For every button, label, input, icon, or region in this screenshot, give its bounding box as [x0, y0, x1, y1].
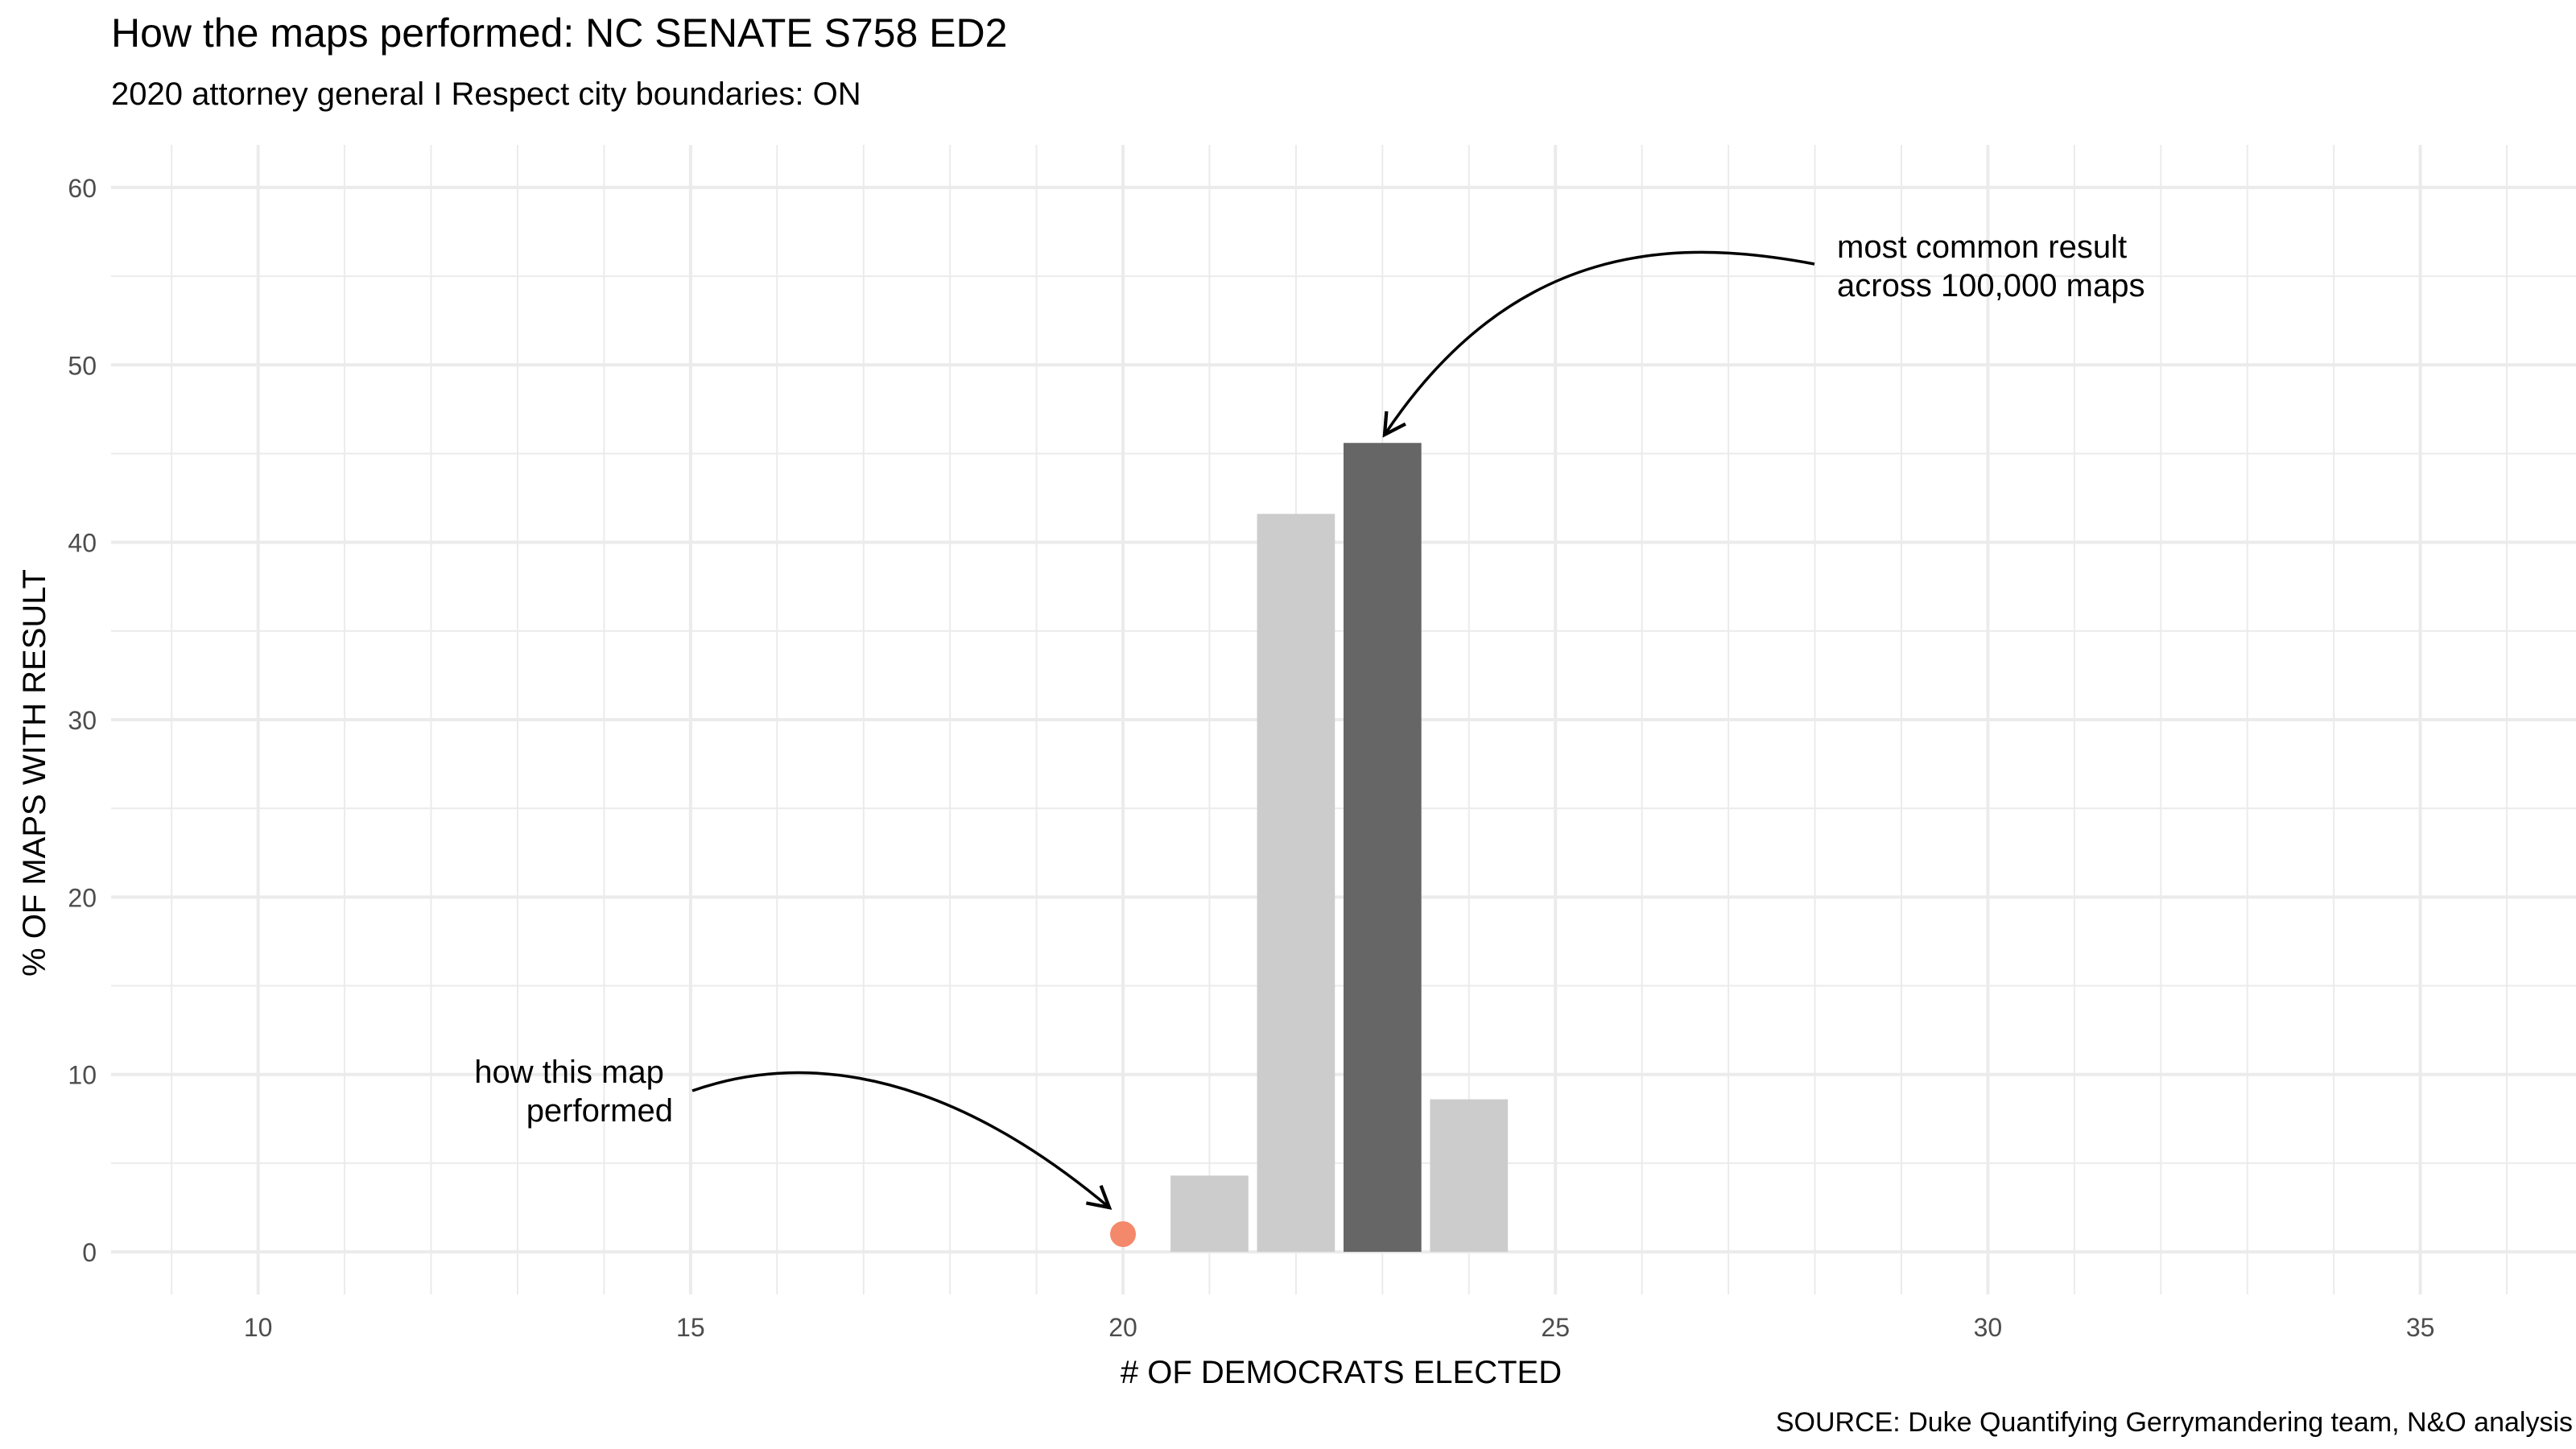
- y-tick-label: 30: [68, 706, 97, 735]
- x-tick-label: 15: [676, 1313, 705, 1342]
- x-axis-label: # OF DEMOCRATS ELECTED: [1121, 1355, 1562, 1390]
- x-tick-label: 30: [1974, 1313, 2003, 1342]
- y-axis-label: % OF MAPS WITH RESULT: [17, 569, 52, 976]
- annotation-arrow-this-map: [691, 1071, 1113, 1210]
- y-tick-label: 60: [68, 174, 97, 203]
- annotation-most-common: most common result across 100,000 maps: [1837, 229, 2145, 303]
- y-axis-ticks: 0 10 20 30 40 50 60: [68, 174, 97, 1267]
- x-tick-label: 20: [1108, 1313, 1137, 1342]
- plot-area: [111, 145, 2576, 1294]
- annotation-this-map-line-2: performed: [526, 1093, 673, 1129]
- annotations: most common result across 100,000 maps h…: [474, 229, 2145, 1210]
- annotation-most-common-line-2: across 100,000 maps: [1837, 268, 2145, 303]
- this-map-point: [1110, 1221, 1137, 1248]
- annotation-arrow-most-common: [1382, 250, 1815, 438]
- y-tick-label: 0: [82, 1238, 97, 1267]
- chart-caption: SOURCE: Duke Quantifying Gerrymandering …: [1776, 1407, 2573, 1438]
- y-tick-label: 50: [68, 351, 97, 380]
- chart-subtitle: 2020 attorney general I Respect city bou…: [111, 76, 861, 112]
- bars: [1170, 443, 1509, 1253]
- annotation-this-map-line-1: how this map: [474, 1055, 664, 1090]
- x-tick-label: 25: [1541, 1313, 1570, 1342]
- bar: [1430, 1099, 1509, 1253]
- y-tick-label: 10: [68, 1061, 97, 1090]
- y-tick-label: 20: [68, 883, 97, 912]
- grid-major-x: [256, 145, 2422, 1294]
- y-tick-label: 40: [68, 529, 97, 558]
- x-axis-ticks: 10 15 20 25 30 35: [244, 1313, 2435, 1342]
- bar-most-common: [1344, 443, 1422, 1253]
- bar: [1257, 514, 1335, 1253]
- annotation-this-map: how this map performed: [474, 1055, 673, 1129]
- bar: [1170, 1175, 1249, 1253]
- x-tick-label: 35: [2406, 1313, 2435, 1342]
- points: [1110, 1221, 1137, 1248]
- chart-title: How the maps performed: NC SENATE S758 E…: [111, 10, 1007, 56]
- x-tick-label: 10: [244, 1313, 273, 1342]
- annotation-most-common-line-1: most common result: [1837, 229, 2127, 265]
